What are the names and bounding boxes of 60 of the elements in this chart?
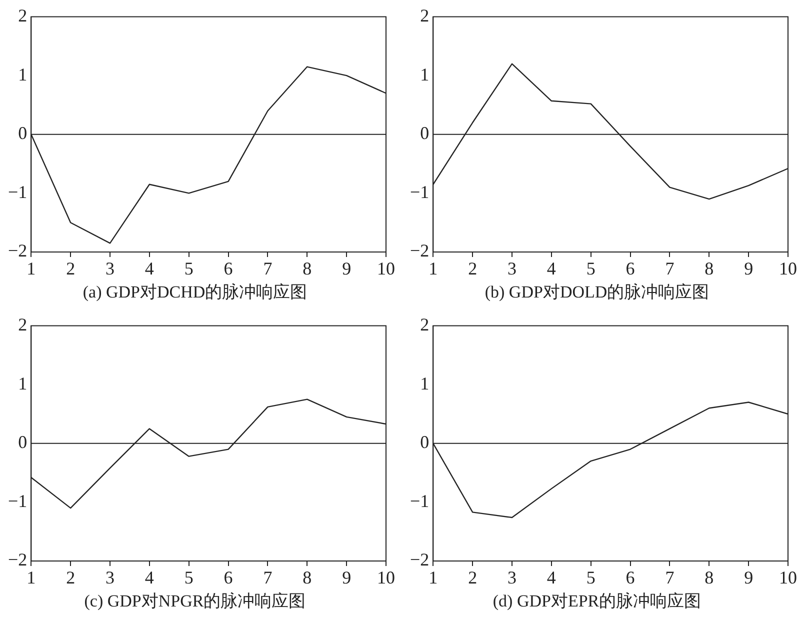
x-tick-label: 6 bbox=[626, 258, 635, 279]
x-tick-label: 3 bbox=[508, 258, 517, 279]
y-tick-label: −1 bbox=[8, 182, 28, 202]
x-tick-label: 9 bbox=[342, 568, 352, 588]
y-tick-label: 2 bbox=[420, 6, 430, 26]
x-tick-label: 10 bbox=[779, 258, 797, 279]
x-tick-label: 7 bbox=[263, 258, 272, 279]
y-tick-label: −2 bbox=[8, 550, 28, 570]
y-tick-label: −1 bbox=[8, 490, 28, 511]
x-tick-label: 3 bbox=[106, 568, 115, 588]
x-tick-label: 2 bbox=[66, 258, 76, 279]
x-tick-label: 10 bbox=[779, 568, 797, 588]
y-tick-label: 0 bbox=[18, 123, 28, 144]
x-tick-label: 3 bbox=[508, 568, 517, 588]
text: (b) GDP对DOLD的脉冲响应图 bbox=[484, 282, 710, 302]
x-tick-label: 8 bbox=[302, 568, 312, 588]
x-tick-label: 5 bbox=[586, 568, 596, 588]
x-tick-label: 2 bbox=[468, 258, 478, 279]
x-tick-label: 6 bbox=[224, 258, 233, 279]
x-tick-label: 9 bbox=[744, 568, 754, 588]
text: (c) GDP对NPGR的脉冲响应图 bbox=[84, 591, 306, 610]
x-tick-label: 8 bbox=[302, 258, 312, 279]
x-tick-label: 2 bbox=[468, 568, 478, 588]
y-tick-label: −1 bbox=[410, 490, 430, 511]
x-tick-label: 6 bbox=[626, 568, 635, 588]
text: (a) GDP对DCHD的脉冲响应图 bbox=[82, 282, 308, 302]
x-tick-label: 10 bbox=[377, 568, 395, 588]
x-tick-label: 3 bbox=[106, 258, 115, 279]
x-tick-label: 7 bbox=[665, 568, 674, 588]
x-tick-label: 4 bbox=[144, 568, 154, 588]
y-tick-label: 1 bbox=[18, 373, 28, 394]
x-tick-label: 7 bbox=[263, 568, 272, 588]
y-tick-label: −2 bbox=[410, 550, 430, 570]
x-tick-label: 4 bbox=[546, 568, 556, 588]
y-tick-label: 2 bbox=[18, 6, 28, 26]
x-tick-label: 8 bbox=[704, 258, 714, 279]
y-tick-label: 0 bbox=[18, 432, 28, 452]
x-tick-label: 5 bbox=[184, 568, 194, 588]
x-tick-label: 2 bbox=[66, 568, 76, 588]
y-tick-label: 1 bbox=[420, 64, 430, 84]
y-tick-label: −2 bbox=[410, 240, 430, 261]
x-tick-label: 7 bbox=[665, 258, 674, 279]
x-tick-label: 9 bbox=[342, 258, 352, 279]
y-tick-label: −1 bbox=[410, 182, 430, 202]
x-tick-label: 10 bbox=[377, 258, 395, 279]
x-tick-label: 5 bbox=[586, 258, 596, 279]
y-tick-label: 0 bbox=[420, 432, 430, 452]
x-tick-label: 6 bbox=[224, 568, 233, 588]
y-tick-label: 2 bbox=[18, 314, 28, 335]
x-tick-label: 4 bbox=[546, 258, 556, 279]
x-tick-label: 8 bbox=[704, 568, 714, 588]
x-tick-label: 4 bbox=[144, 258, 154, 279]
y-tick-label: 1 bbox=[18, 64, 28, 84]
x-tick-label: 9 bbox=[744, 258, 754, 279]
y-tick-label: 0 bbox=[420, 123, 430, 144]
text: (d) GDP对EPR的脉冲响应图 bbox=[492, 591, 702, 610]
y-tick-label: −2 bbox=[8, 240, 28, 261]
y-tick-label: 2 bbox=[420, 314, 430, 335]
x-tick-label: 5 bbox=[184, 258, 194, 279]
y-tick-label: 1 bbox=[420, 373, 430, 394]
